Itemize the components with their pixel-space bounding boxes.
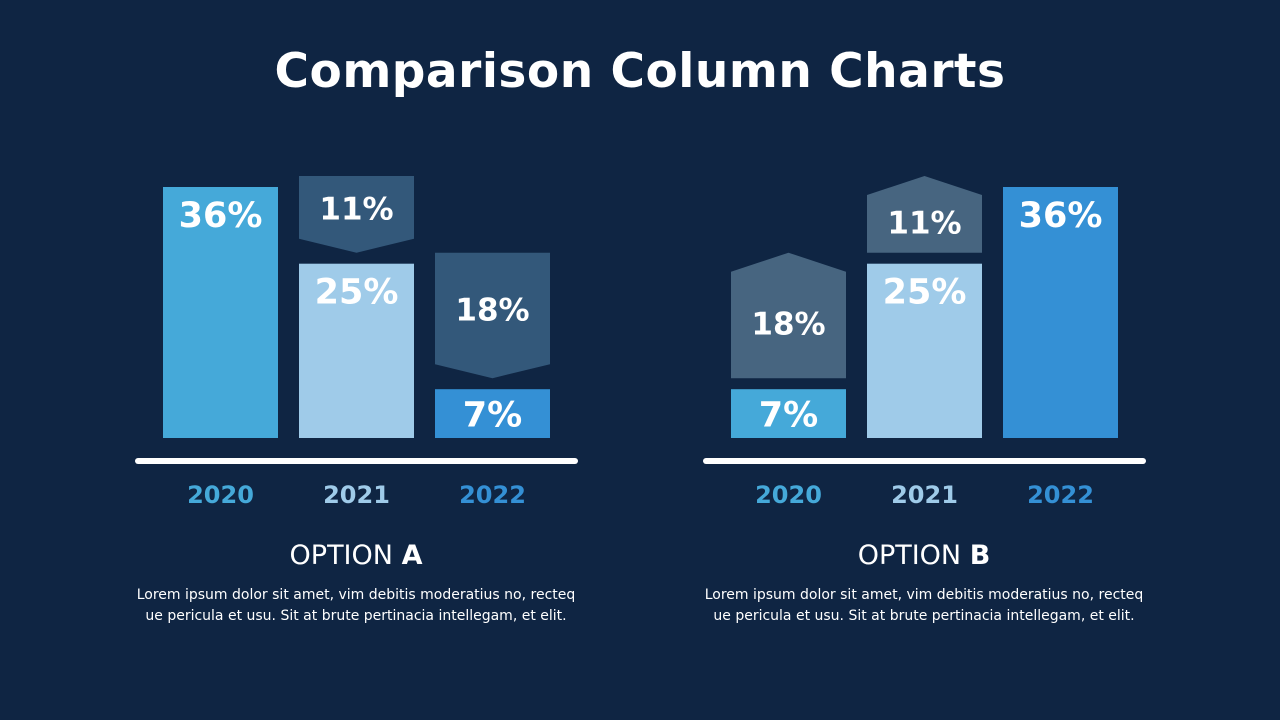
- chart-0-value-label-2021: 25%: [315, 273, 399, 313]
- option-b-title: OPTION B: [704, 540, 1144, 571]
- page-title: Comparison Column Charts: [274, 44, 1006, 99]
- chart-1-change-block-2021: [867, 176, 982, 253]
- chart-0-category-label-2022: 2022: [459, 481, 526, 509]
- chart-1-change-label-2020: 18%: [751, 306, 825, 342]
- chart-1-bar-2022: [1003, 187, 1118, 438]
- option-b-description: Lorem ipsum dolor sit amet, vim debitis …: [689, 585, 1159, 627]
- option-a-desc-line1: Lorem ipsum dolor sit amet, vim debitis …: [136, 587, 576, 603]
- chart-1-bar-2021: [867, 263, 982, 438]
- option-a-description: Lorem ipsum dolor sit amet, vim debitis …: [121, 585, 591, 627]
- chart-1-category-label-2022: 2022: [1027, 481, 1094, 509]
- option-a-prefix: OPTION: [289, 540, 402, 571]
- chart-0-bar-2021: [299, 263, 414, 438]
- option-b-prefix: OPTION: [857, 540, 970, 571]
- chart-0-category-label-2021: 2021: [323, 481, 390, 509]
- option-b-desc-line2: ue pericula et usu. Sit at brute pertina…: [713, 608, 1135, 624]
- chart-1-value-label-2022: 36%: [1019, 196, 1103, 236]
- chart-1-value-label-2021: 25%: [883, 273, 967, 313]
- chart-0-category-label-2020: 2020: [187, 481, 254, 509]
- chart-1-category-label-2021: 2021: [891, 481, 958, 509]
- chart-0-bar-2020: [163, 187, 278, 438]
- option-b-desc-line1: Lorem ipsum dolor sit amet, vim debitis …: [704, 587, 1144, 603]
- chart-1-change-block-2020: [731, 252, 846, 379]
- option-a-desc-line2: ue pericula et usu. Sit at brute pertina…: [145, 608, 567, 624]
- option-b-letter: B: [969, 540, 991, 571]
- chart-0-change-block-2021: [299, 176, 414, 253]
- chart-1-change-label-2021: 11%: [887, 205, 961, 241]
- chart-0-change-label-2022: 18%: [455, 292, 529, 328]
- chart-0-bar-2022: [435, 389, 550, 438]
- option-a-title: OPTION A: [136, 540, 576, 571]
- option-a-letter: A: [401, 540, 423, 571]
- chart-1-value-label-2020: 7%: [759, 396, 818, 436]
- chart-0-change-block-2022: [435, 252, 550, 379]
- chart-0-change-label-2021: 11%: [319, 191, 393, 227]
- chart-1-category-label-2020: 2020: [755, 481, 822, 509]
- chart-1-bar-2020: [731, 389, 846, 438]
- chart-0-value-label-2022: 7%: [463, 396, 522, 436]
- chart-0-value-label-2020: 36%: [179, 196, 263, 236]
